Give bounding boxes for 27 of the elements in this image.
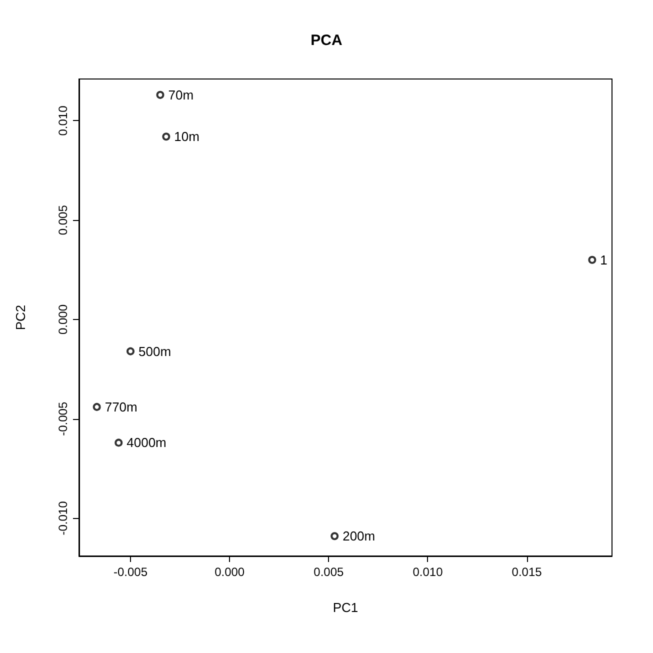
point xyxy=(330,532,339,540)
x-tick-label: 0.005 xyxy=(314,565,344,579)
y-tick-label: -0.010 xyxy=(56,500,70,536)
point xyxy=(92,402,101,411)
annotation: 770m xyxy=(104,399,138,414)
point xyxy=(126,347,135,356)
y-tick-label: 0.005 xyxy=(56,204,70,236)
y-axis-title: PC2 xyxy=(13,304,28,330)
annotation: 200m xyxy=(342,528,376,544)
x-tick-label: 0.000 xyxy=(214,565,245,579)
y-tick-label: 0.010 xyxy=(56,105,70,136)
point xyxy=(114,438,123,447)
annotation: 4000m xyxy=(126,435,166,450)
x-axis-title: PC1 xyxy=(332,600,358,615)
x-tick-label: 0.015 xyxy=(512,565,542,579)
y-tick-label: 0.000 xyxy=(56,304,70,335)
annotation: 70m xyxy=(168,87,194,102)
x-tick-label: 0.010 xyxy=(412,565,444,579)
chart-title: PCA xyxy=(310,32,342,49)
x-tick-label: -0.005 xyxy=(114,565,148,579)
annotation: 10m xyxy=(174,129,200,144)
annotation: 1 xyxy=(600,252,608,268)
annotation: 500m xyxy=(138,344,172,359)
point xyxy=(156,90,164,99)
y-tick-label: -0.005 xyxy=(56,402,70,436)
point xyxy=(588,256,596,264)
point xyxy=(162,132,170,141)
